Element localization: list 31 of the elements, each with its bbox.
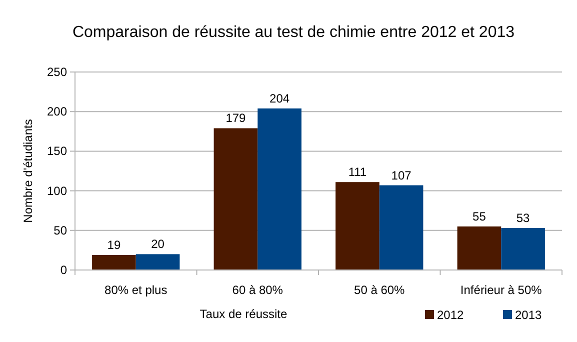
bar: [457, 226, 502, 270]
bar: [379, 185, 424, 270]
legend-label: 2012: [437, 308, 464, 322]
y-tick-label: 100: [46, 184, 68, 198]
bar: [92, 254, 136, 270]
y-tick-label: 0: [60, 263, 68, 277]
bar: [258, 108, 302, 270]
data-label: 55: [472, 209, 486, 224]
bar: [501, 228, 545, 270]
x-tick-label: Inférieur à 50%: [460, 283, 542, 297]
data-label: 204: [270, 91, 290, 106]
x-axis-title: Taux de réussite: [200, 307, 288, 321]
y-tick-label: 50: [54, 223, 68, 238]
y-tick-label: 250: [46, 65, 68, 79]
data-label: 111: [348, 165, 367, 180]
bar: [336, 182, 380, 270]
x-tick-label: 60 à 80%: [232, 283, 284, 297]
y-tick-label: 200: [46, 104, 68, 119]
data-label: 20: [151, 237, 165, 252]
y-axis-title: Nombre d'étudiants: [21, 119, 35, 223]
x-tick-label: 50 à 60%: [354, 283, 406, 297]
data-label: 19: [107, 238, 121, 252]
data-label: 53: [516, 211, 530, 226]
chart-title: Comparaison de réussite au test de chimie entre 2012 et 2013: [72, 24, 515, 41]
legend-label: 2013: [515, 308, 542, 322]
y-tick-label: 150: [46, 144, 68, 158]
data-label: 179: [226, 111, 246, 126]
data-label: 107: [391, 168, 412, 182]
bar: [136, 254, 180, 270]
bar: [214, 128, 258, 270]
x-tick-label: 80% et plus: [104, 283, 168, 297]
